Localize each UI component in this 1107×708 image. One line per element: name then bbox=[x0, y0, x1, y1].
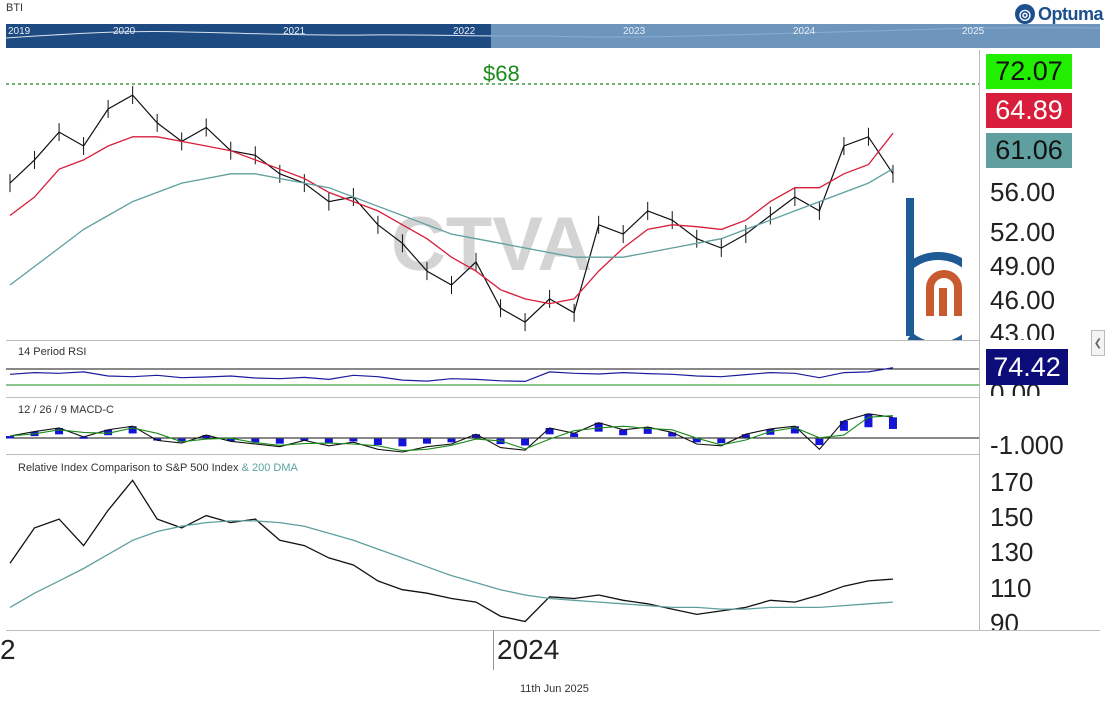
macd-histogram-bar bbox=[349, 438, 358, 442]
navigator-year: 2020 bbox=[113, 26, 136, 37]
relative-chart bbox=[9, 479, 894, 623]
macd-histogram-bar bbox=[717, 438, 726, 444]
relative-y-tick-label: 130 bbox=[990, 537, 1034, 567]
macd-y-tick-label: -1.000 bbox=[990, 430, 1064, 460]
timeline-navigator[interactable]: 2019 2020 2021 2022 2023 2024 2025 bbox=[6, 24, 1100, 48]
y-tick-label: 46.00 bbox=[990, 285, 1056, 315]
level-annotation: $68 bbox=[483, 61, 520, 86]
macd-signal-line[interactable] bbox=[9, 415, 894, 452]
relative-dma-line[interactable] bbox=[9, 520, 894, 610]
macd-histogram-bar bbox=[888, 417, 897, 429]
rsi-panel[interactable]: 14 Period RSI bbox=[6, 340, 979, 398]
sma-slow-line[interactable] bbox=[9, 168, 894, 286]
optuma-logo-icon: ◎ bbox=[1014, 4, 1035, 24]
navigator-year: 2019 bbox=[8, 26, 31, 37]
optuma-logo: ◎ Optuma bbox=[1014, 2, 1104, 26]
macd-histogram-bar bbox=[398, 438, 407, 447]
macd-histogram-bar bbox=[839, 420, 848, 431]
relative-panel-title: Relative Index Comparison to S&P 500 Ind… bbox=[18, 462, 298, 474]
macd-histogram-bar bbox=[300, 438, 309, 441]
navigator-year: 2024 bbox=[793, 26, 816, 37]
last-price-box: 72.07 bbox=[986, 54, 1072, 89]
macd-histogram-bar bbox=[373, 438, 382, 445]
relative-index-line[interactable] bbox=[9, 479, 894, 623]
plot-divider bbox=[979, 50, 980, 630]
rsi-panel-title: 14 Period RSI bbox=[18, 346, 87, 358]
macd-histogram-bar bbox=[692, 438, 701, 443]
macd-histogram-bar bbox=[153, 438, 162, 441]
relative-y-tick-label: 170 bbox=[990, 467, 1034, 497]
macd-histogram-bar bbox=[815, 438, 824, 445]
macd-histogram-bar bbox=[472, 434, 481, 438]
rsi-line[interactable] bbox=[9, 367, 894, 383]
rsi-value-box: 74.42 bbox=[986, 349, 1068, 385]
macd-histogram-bar bbox=[104, 429, 113, 436]
macd-histogram-bar bbox=[521, 438, 530, 446]
navigator-year: 2025 bbox=[962, 26, 985, 37]
navigator-year: 2021 bbox=[283, 26, 306, 37]
relative-title-dma: & 200 DMA bbox=[241, 462, 298, 474]
macd-histogram-bar bbox=[177, 438, 186, 442]
macd-histogram-bar bbox=[545, 428, 554, 435]
ticker-label: BTI bbox=[6, 2, 24, 14]
relative-index-panel[interactable]: Relative Index Comparison to S&P 500 Ind… bbox=[6, 454, 979, 631]
x-axis-tick bbox=[493, 630, 494, 670]
macd-histogram-bar bbox=[594, 422, 603, 432]
navigator-year: 2022 bbox=[453, 26, 476, 37]
brand-name: Optuma bbox=[1037, 3, 1104, 24]
macd-histogram-bar bbox=[643, 427, 652, 434]
macd-histogram-bar bbox=[324, 438, 333, 444]
sma-fast-line[interactable] bbox=[9, 132, 894, 305]
macd-histogram-bar bbox=[226, 438, 235, 441]
macd-histogram-bar bbox=[619, 429, 628, 436]
y-tick-label: 49.00 bbox=[990, 251, 1056, 281]
relative-y-tick-label: 150 bbox=[990, 502, 1034, 532]
macd-histogram-bar bbox=[202, 435, 211, 438]
navigator-year: 2023 bbox=[623, 26, 646, 37]
chart-watermark: CTVA bbox=[391, 202, 592, 287]
x-axis-partial-label: 2 bbox=[0, 634, 16, 665]
macd-histogram-bar bbox=[6, 436, 14, 439]
navigator-selection-window[interactable] bbox=[491, 24, 1100, 48]
relative-title-text: Relative Index Comparison to S&P 500 Ind… bbox=[18, 462, 239, 474]
macd-histogram-bar bbox=[668, 432, 677, 437]
relative-y-tick-label: 110 bbox=[990, 573, 1032, 603]
macd-histogram-bar bbox=[55, 428, 64, 435]
chart-date-footer: 11th Jun 2025 bbox=[520, 683, 589, 695]
x-axis-year-label: 2024 bbox=[497, 634, 560, 665]
macd-histogram-bar bbox=[447, 438, 456, 443]
macd-histogram-bar bbox=[864, 413, 873, 428]
macd-panel-title: 12 / 26 / 9 MACD-C bbox=[18, 404, 114, 416]
macd-histogram-bar bbox=[251, 438, 260, 443]
macd-histogram-bar bbox=[570, 433, 579, 437]
macd-histogram-bar bbox=[741, 434, 750, 438]
sma-slow-value-box: 61.06 bbox=[986, 133, 1072, 168]
price-chart: CTVA $68 bbox=[6, 61, 979, 332]
macd-histogram-bar bbox=[790, 426, 799, 434]
macd-line[interactable] bbox=[9, 413, 894, 453]
y-tick-label: 43.00 bbox=[990, 318, 1056, 340]
publisher-logo-icon bbox=[906, 198, 962, 340]
macd-chart bbox=[6, 413, 979, 453]
macd-histogram-bar bbox=[128, 426, 137, 434]
y-tick-label: 56.00 bbox=[990, 177, 1056, 207]
sma-fast-value-box: 64.89 bbox=[986, 93, 1072, 128]
rsi-chart bbox=[6, 367, 979, 386]
x-axis bbox=[6, 630, 1100, 679]
macd-histogram-bar bbox=[79, 436, 88, 439]
collapse-panel-button[interactable]: ❮ bbox=[1091, 330, 1105, 356]
macd-histogram-bar bbox=[422, 438, 431, 444]
relative-y-tick-label: 90 bbox=[990, 608, 1019, 630]
macd-panel[interactable]: 12 / 26 / 9 MACD-C bbox=[6, 397, 979, 455]
macd-histogram-bar bbox=[275, 438, 284, 444]
y-tick-label: 52.00 bbox=[990, 217, 1056, 247]
price-panel[interactable]: CTVA $68 bbox=[6, 50, 979, 340]
